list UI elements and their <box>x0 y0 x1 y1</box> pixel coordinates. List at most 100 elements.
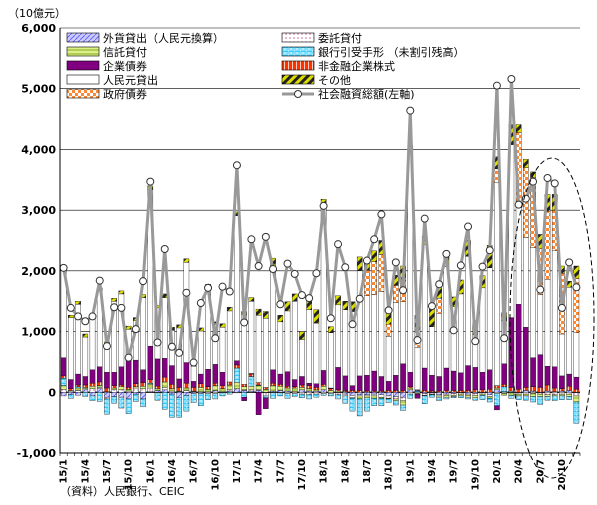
bar-segment <box>96 381 103 386</box>
bar-segment <box>299 339 305 377</box>
bar-segment <box>349 385 356 391</box>
bar-segment <box>68 315 74 318</box>
bar-segment <box>530 386 536 392</box>
bar-segment <box>356 394 363 397</box>
bar-segment <box>385 395 392 399</box>
bar-segment <box>291 393 298 397</box>
bar-segment <box>421 393 428 396</box>
bar-segment <box>306 301 312 310</box>
bar-segment <box>494 182 500 386</box>
bar-segment <box>335 392 341 395</box>
bar-segment <box>60 385 67 390</box>
bar-segment <box>183 258 190 263</box>
total-point <box>290 269 299 278</box>
bar-segment <box>494 393 500 406</box>
total-point <box>124 353 133 362</box>
bar-segment <box>118 392 125 398</box>
x-tick-label: 16/10 <box>210 459 221 491</box>
bar-segment <box>104 387 110 392</box>
bar-segment <box>169 388 175 392</box>
total-point <box>276 300 285 309</box>
bar-segment <box>472 397 479 401</box>
bar-segment <box>198 393 204 406</box>
total-point <box>348 320 357 329</box>
bar-segment <box>133 393 139 402</box>
bar-segment <box>263 387 269 390</box>
bar-segment <box>328 390 334 393</box>
bar-segment <box>190 393 197 403</box>
bar-segment <box>75 392 81 396</box>
bar-segment <box>154 388 161 391</box>
bar-segment <box>306 390 312 393</box>
bar-segment <box>364 375 370 392</box>
bar-segment <box>96 366 103 383</box>
bar-segment <box>299 393 305 398</box>
bar-segment <box>494 392 500 394</box>
bar-segment <box>544 394 551 397</box>
unit-label: （10億元） <box>8 7 66 20</box>
bar-segment <box>140 386 146 389</box>
bar-segment <box>530 393 536 397</box>
bar-segment <box>515 395 522 400</box>
bar-segment <box>205 369 211 387</box>
bar-segment <box>284 390 291 393</box>
bar-segment <box>140 369 146 383</box>
bar-segment <box>320 393 327 396</box>
bar-segment <box>472 392 479 394</box>
bar-segment <box>573 392 580 397</box>
bar-segment <box>263 395 269 398</box>
bar-segment <box>450 370 457 391</box>
bar-segment <box>450 396 457 398</box>
total-point <box>514 200 523 209</box>
bar-segment <box>320 389 327 393</box>
bar-segment <box>356 395 363 400</box>
x-tick-label: 16/1 <box>145 459 156 484</box>
total-point <box>406 106 415 115</box>
bar-segment <box>255 308 262 316</box>
bar-segment <box>82 336 89 377</box>
bar-segment <box>436 396 442 401</box>
bar-segment <box>523 395 529 401</box>
bar-segment <box>342 393 349 397</box>
bar-segment <box>75 384 81 387</box>
bar-segment <box>501 393 507 396</box>
bar-segment <box>161 381 168 388</box>
bar-segment <box>465 395 471 398</box>
bar-segment <box>465 393 471 396</box>
bar-segment <box>494 387 500 391</box>
bar-segment <box>364 390 370 393</box>
bar-segment <box>299 331 305 340</box>
bar-segment <box>515 393 522 397</box>
total-series-line <box>62 78 578 363</box>
bar-segment <box>154 390 161 393</box>
total-point <box>492 81 501 90</box>
legend-swatch-rmb-loans <box>66 74 100 85</box>
bar-segment <box>551 387 558 392</box>
bar-segment <box>82 388 89 391</box>
bar-segment <box>356 392 363 395</box>
bar-segment <box>118 366 125 386</box>
bar-segment <box>75 390 81 393</box>
x-tick-label: 15/1 <box>59 459 70 484</box>
bar-segment <box>205 389 211 392</box>
bar-segment <box>104 372 110 389</box>
bar-segment <box>82 333 89 338</box>
bar-segment <box>429 394 435 398</box>
bar-segment <box>429 307 435 327</box>
bar-segment <box>566 287 572 375</box>
legend-swatch-other <box>281 74 315 85</box>
bar-segment <box>371 390 377 393</box>
bar-segment <box>364 394 370 397</box>
bar-segment <box>284 371 291 387</box>
bar-segment <box>241 392 247 398</box>
legend-marker-total <box>294 90 302 98</box>
bar-segment <box>559 393 565 397</box>
bar-segment <box>356 256 363 272</box>
y-tick-label: 3,000 <box>21 204 56 217</box>
total-point <box>543 173 552 182</box>
bar-segment <box>551 366 558 389</box>
bar-segment <box>270 390 276 393</box>
bar-segment <box>140 382 146 387</box>
bar-segment <box>234 392 240 394</box>
bar-segment <box>508 395 515 399</box>
